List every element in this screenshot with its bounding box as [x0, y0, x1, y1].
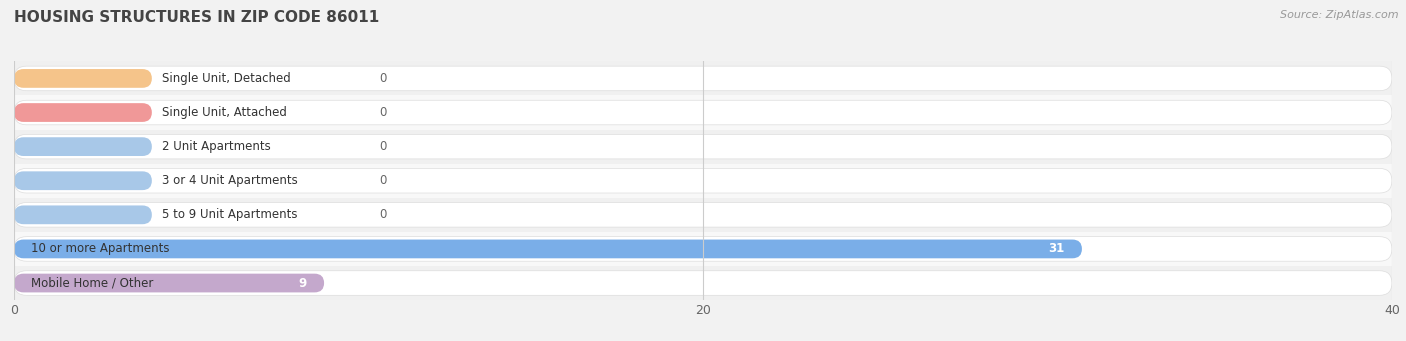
- FancyBboxPatch shape: [14, 134, 1392, 159]
- Text: 2 Unit Apartments: 2 Unit Apartments: [162, 140, 271, 153]
- FancyBboxPatch shape: [14, 273, 325, 292]
- FancyBboxPatch shape: [14, 103, 152, 122]
- Text: 0: 0: [380, 72, 387, 85]
- FancyBboxPatch shape: [14, 203, 1392, 227]
- Text: 10 or more Apartments: 10 or more Apartments: [31, 242, 170, 255]
- Text: 9: 9: [298, 277, 307, 290]
- Text: 31: 31: [1049, 242, 1064, 255]
- FancyBboxPatch shape: [14, 171, 152, 190]
- Bar: [14, 266, 1392, 300]
- Text: 5 to 9 Unit Apartments: 5 to 9 Unit Apartments: [162, 208, 298, 221]
- FancyBboxPatch shape: [14, 205, 152, 224]
- FancyBboxPatch shape: [14, 237, 1392, 261]
- Text: 0: 0: [380, 208, 387, 221]
- Text: Mobile Home / Other: Mobile Home / Other: [31, 277, 153, 290]
- Text: 3 or 4 Unit Apartments: 3 or 4 Unit Apartments: [162, 174, 298, 187]
- Bar: [14, 130, 1392, 164]
- FancyBboxPatch shape: [14, 239, 1083, 258]
- FancyBboxPatch shape: [14, 168, 1392, 193]
- Bar: [14, 164, 1392, 198]
- FancyBboxPatch shape: [14, 69, 152, 88]
- Bar: [14, 61, 1392, 95]
- Text: 0: 0: [380, 140, 387, 153]
- Text: HOUSING STRUCTURES IN ZIP CODE 86011: HOUSING STRUCTURES IN ZIP CODE 86011: [14, 10, 380, 25]
- FancyBboxPatch shape: [14, 100, 1392, 125]
- FancyBboxPatch shape: [14, 66, 1392, 91]
- Text: 0: 0: [380, 106, 387, 119]
- Bar: [14, 198, 1392, 232]
- Text: 0: 0: [380, 174, 387, 187]
- Text: Source: ZipAtlas.com: Source: ZipAtlas.com: [1281, 10, 1399, 20]
- Text: Single Unit, Detached: Single Unit, Detached: [162, 72, 291, 85]
- Text: Single Unit, Attached: Single Unit, Attached: [162, 106, 287, 119]
- Bar: [14, 232, 1392, 266]
- FancyBboxPatch shape: [14, 271, 1392, 295]
- Bar: [14, 95, 1392, 130]
- FancyBboxPatch shape: [14, 137, 152, 156]
